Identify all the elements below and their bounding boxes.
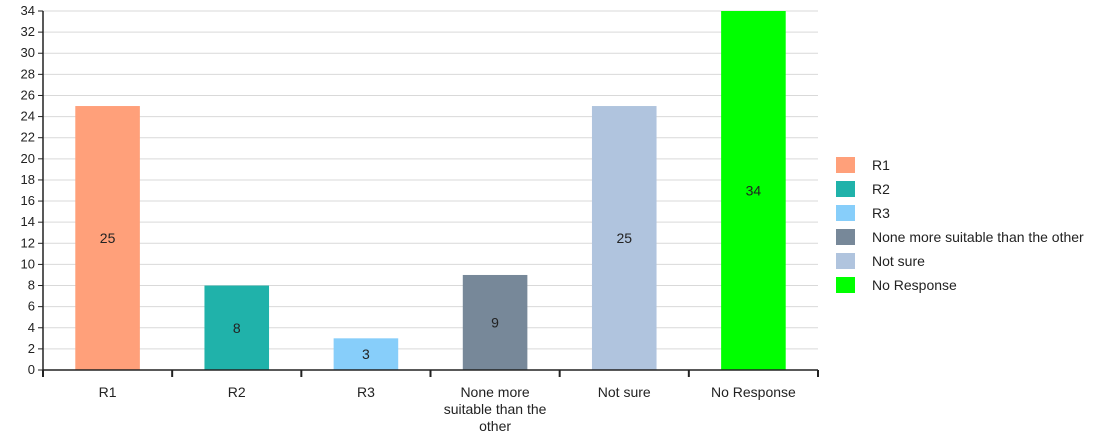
legend-swatch <box>836 205 855 221</box>
gridlines <box>43 10 818 350</box>
data-label: 34 <box>746 183 762 199</box>
y-tick-label: 26 <box>21 87 35 102</box>
category-label: No Response <box>711 384 796 400</box>
data-label: 25 <box>616 230 632 246</box>
y-tick-label: 20 <box>21 151 35 166</box>
y-tick-label: 12 <box>21 235 35 250</box>
bar-no-response <box>721 11 786 370</box>
bar-r3 <box>333 338 399 370</box>
y-tick-label: 30 <box>21 45 35 60</box>
y-tick-label: 4 <box>28 320 35 335</box>
y-tick-label: 18 <box>21 172 35 187</box>
legend-swatch <box>836 253 855 269</box>
legend-label: None more suitable than the other <box>872 229 1084 245</box>
y-tick-label: 16 <box>21 193 35 208</box>
y-tick-label: 2 <box>28 341 35 356</box>
y-tick-label: 14 <box>21 214 35 229</box>
bar-none-more-suitable-than-the-other <box>462 274 528 370</box>
y-tick-label: 10 <box>21 256 35 271</box>
legend-swatch <box>836 157 855 173</box>
category-label: suitable than the <box>444 401 547 417</box>
y-tick-label: 28 <box>21 66 35 81</box>
bar-r1 <box>75 106 140 370</box>
category-label: R1 <box>99 384 117 400</box>
y-tick-label: 8 <box>28 278 35 293</box>
category-label: R2 <box>228 384 246 400</box>
labels: 024681012141618202224262830323425R18R23R… <box>21 3 797 434</box>
bar-r2 <box>204 285 270 370</box>
legend-label: Not sure <box>872 253 925 269</box>
category-label: Not sure <box>598 384 651 400</box>
data-label: 8 <box>233 320 241 336</box>
bar-not-sure <box>591 106 657 370</box>
category-label: R3 <box>357 384 375 400</box>
legend-label: R2 <box>872 181 890 197</box>
y-tick-label: 6 <box>28 299 35 314</box>
y-tick-label: 24 <box>21 109 35 124</box>
axes <box>38 10 819 377</box>
legend-label: R3 <box>872 205 890 221</box>
legend-label: R1 <box>872 157 890 173</box>
data-label: 25 <box>100 230 116 246</box>
legend: R1 R2 R3 None more suitable than the other N… <box>836 157 1084 293</box>
bars <box>75 11 786 370</box>
legend-swatch <box>836 229 855 245</box>
y-tick-label: 0 <box>28 362 35 377</box>
legend-label: No Response <box>872 277 957 293</box>
legend-swatch <box>836 181 855 197</box>
data-label: 3 <box>362 346 370 362</box>
y-tick-label: 34 <box>21 3 35 18</box>
data-label: 9 <box>491 314 499 330</box>
legend-swatch <box>836 277 855 293</box>
y-tick-label: 32 <box>21 24 35 39</box>
category-label: None more <box>460 384 529 400</box>
category-label: other <box>479 418 511 434</box>
y-tick-label: 22 <box>21 130 35 145</box>
